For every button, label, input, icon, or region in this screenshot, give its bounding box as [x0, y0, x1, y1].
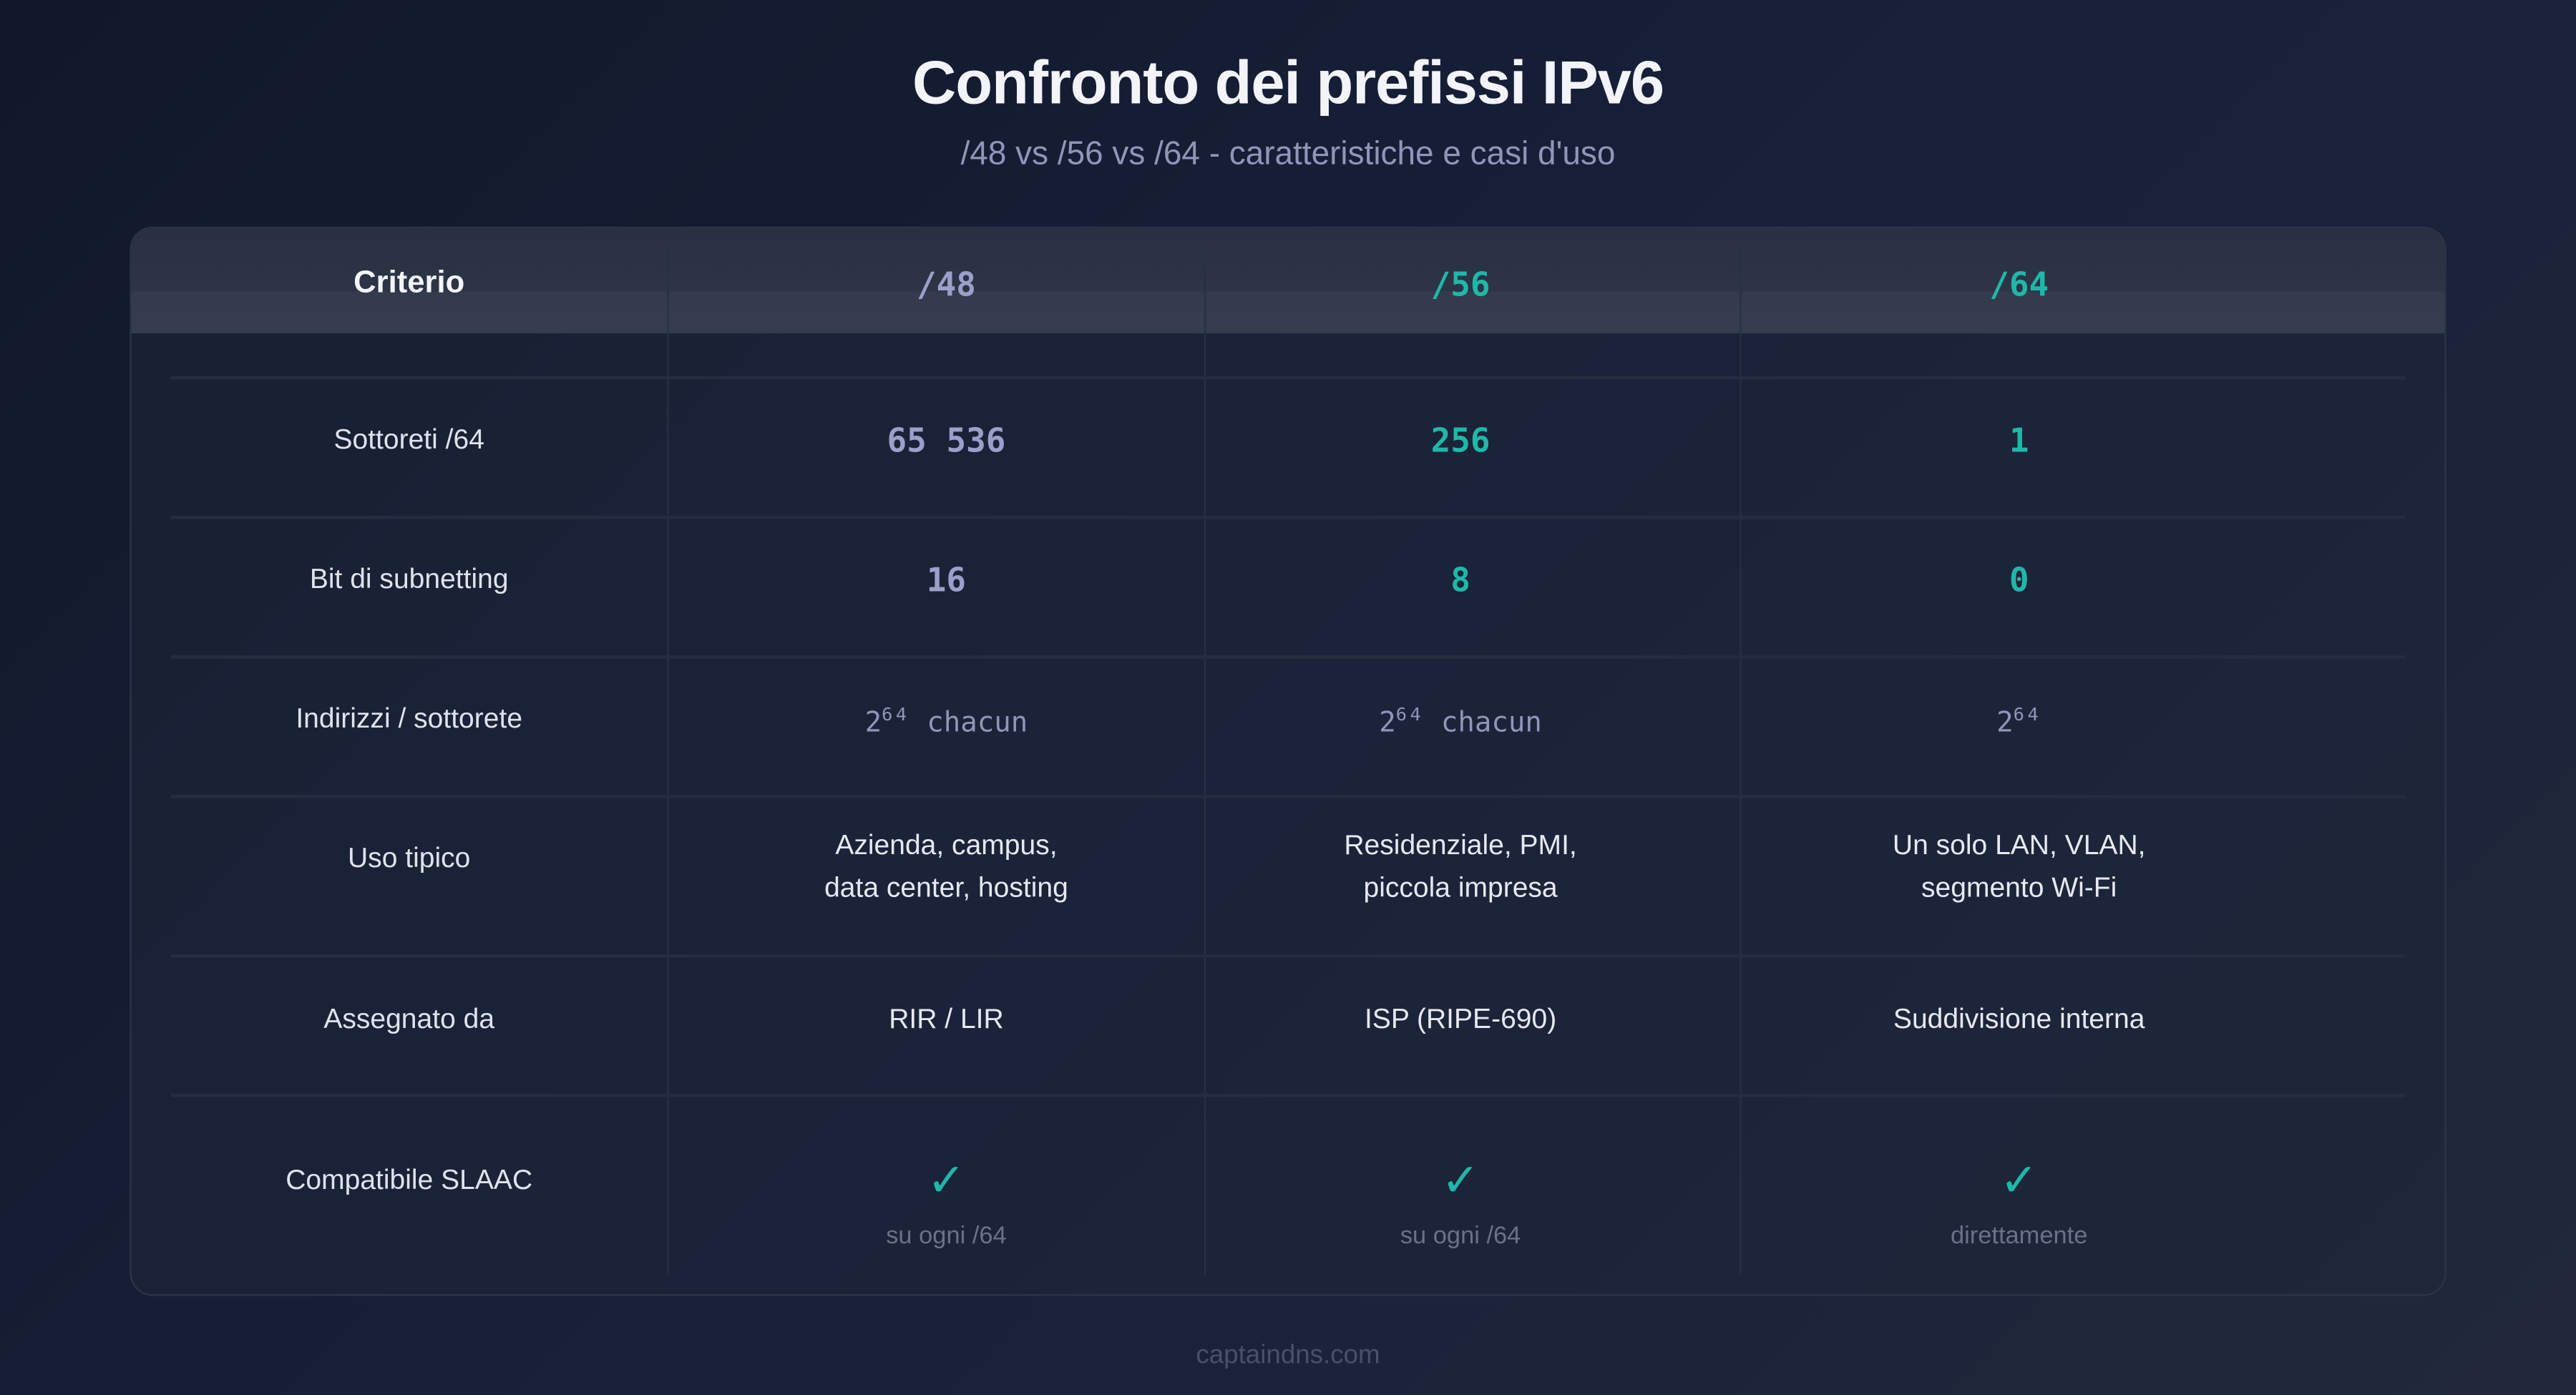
- slaac-64-note: direttamente: [1950, 1222, 2088, 1250]
- row-label-assigned: Assegnato da: [323, 1003, 495, 1035]
- check-icon: ✓: [1999, 1155, 2039, 1206]
- row-label-subnets: Sottoreti /64: [333, 424, 484, 455]
- assigned-48: RIR / LIR: [889, 1003, 1004, 1035]
- assigned-64: Suddivisione interna: [1893, 1003, 2145, 1035]
- slaac-48-note: su ogni /64: [886, 1222, 1007, 1250]
- row-label-slaac: Compatibile SLAAC: [286, 1164, 533, 1196]
- bits-48: 16: [926, 559, 967, 600]
- row-divider: [170, 655, 2406, 659]
- row-divider: [170, 376, 2406, 380]
- row-divider: [170, 795, 2406, 798]
- usage-56: Residenziale, PMI, piccola impresa: [1344, 829, 1577, 904]
- row-label-usage: Uso tipico: [347, 842, 471, 874]
- bits-56: 8: [1450, 559, 1470, 600]
- subnets-48: 65 536: [887, 420, 1006, 460]
- comparison-table: Criterio /48 /56 /64 Sottoreti /64 65 53…: [130, 226, 2446, 1296]
- header-64: /64: [1989, 264, 2049, 304]
- bits-64: 0: [2009, 559, 2029, 600]
- row-divider: [170, 954, 2406, 958]
- assigned-56: ISP (RIPE-690): [1364, 1003, 1557, 1035]
- slaac-56-note: su ogni /64: [1400, 1222, 1521, 1250]
- page-subtitle: /48 vs /56 vs /64 - caratteristiche e ca…: [960, 136, 1616, 173]
- header-56: /56: [1430, 264, 1491, 304]
- header-criterion: Criterio: [353, 265, 465, 301]
- check-icon: ✓: [1441, 1155, 1480, 1206]
- column-divider: [667, 248, 669, 1275]
- page-title: Confronto dei prefissi IPv6: [912, 49, 1664, 117]
- row-divider: [170, 515, 2406, 519]
- check-icon: ✓: [927, 1155, 966, 1206]
- row-divider: [170, 1094, 2406, 1097]
- row-label-bits: Bit di subnetting: [309, 563, 509, 595]
- column-divider: [1204, 248, 1206, 1275]
- usage-48: Azienda, campus, data center, hosting: [824, 829, 1068, 904]
- header-48: /48: [916, 264, 976, 304]
- row-label-addresses: Indirizzi / sottorete: [296, 703, 523, 735]
- column-divider: [1740, 248, 1742, 1275]
- subnets-56: 256: [1430, 420, 1491, 460]
- table-header: [131, 228, 2445, 334]
- usage-64: Un solo LAN, VLAN, segmento Wi-Fi: [1892, 829, 2146, 904]
- footer-brand: captaindns.com: [1196, 1341, 1380, 1370]
- subnets-64: 1: [2009, 420, 2029, 460]
- addresses-56: 264 chacun: [1379, 704, 1542, 740]
- addresses-64: 264: [1996, 704, 2042, 740]
- addresses-48: 264 chacun: [864, 704, 1028, 740]
